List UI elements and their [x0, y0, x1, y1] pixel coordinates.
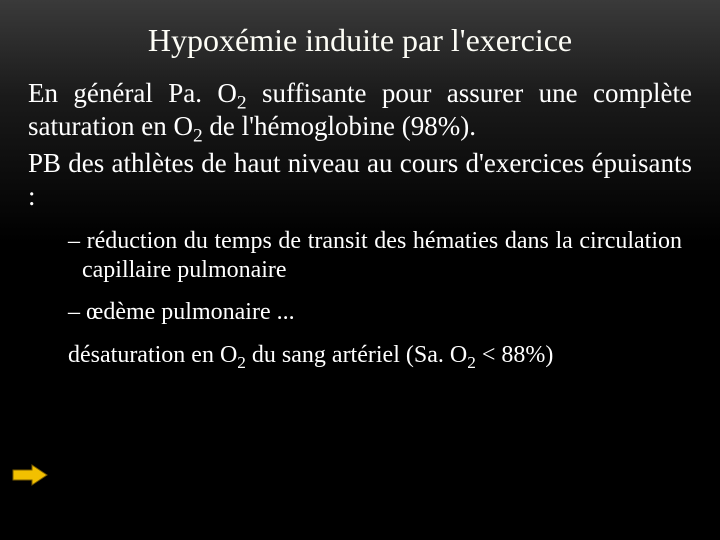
subscript-2: 2 — [467, 353, 476, 372]
bullet-1: – réduction du temps de transit des héma… — [68, 227, 682, 285]
subscript-2: 2 — [193, 125, 203, 146]
bullet-3: désaturation en O2 du sang artériel (Sa.… — [68, 341, 682, 370]
para1-text-c: de l'hémoglobine (98%). — [203, 111, 476, 141]
bullet3-text-a: désaturation en O — [68, 342, 237, 368]
paragraph-2: PB des athlètes de haut niveau au cours … — [28, 147, 692, 213]
slide-title: Hypoxémie induite par l'exercice — [0, 0, 720, 77]
arrow-icon — [12, 464, 48, 486]
bullet3-text-c: < 88%) — [476, 342, 554, 368]
sub-list: – réduction du temps de transit des héma… — [28, 213, 692, 370]
paragraph-1: En général Pa. O2 suffisante pour assure… — [28, 77, 692, 143]
slide-body: En général Pa. O2 suffisante pour assure… — [0, 77, 720, 370]
slide: Hypoxémie induite par l'exercice En géné… — [0, 0, 720, 540]
bullet-2: – œdème pulmonaire ... — [68, 298, 682, 327]
bullet3-text-b: du sang artériel (Sa. O — [246, 342, 467, 368]
subscript-2: 2 — [237, 353, 246, 372]
para1-text-a: En général Pa. O — [28, 78, 237, 108]
